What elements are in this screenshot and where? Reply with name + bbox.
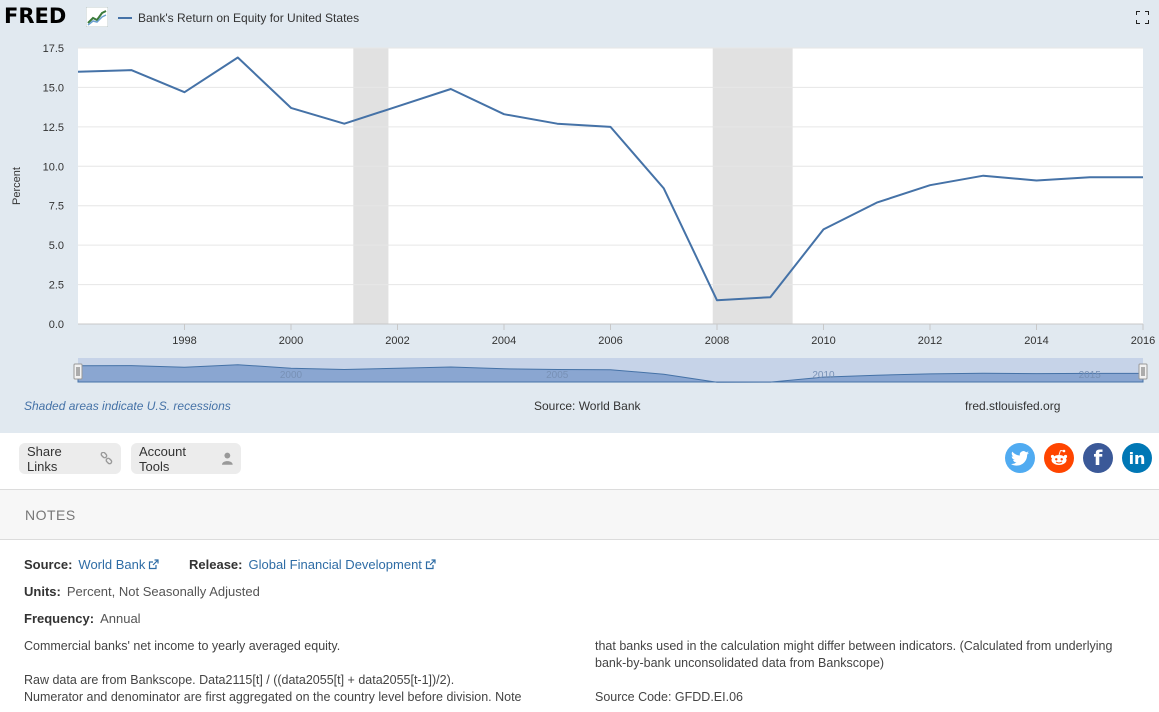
y-tick-label: 7.5 (49, 201, 64, 213)
source-code: Source Code: GFDD.EI.06 (595, 690, 743, 704)
reddit-alien-icon (1050, 449, 1068, 465)
x-tick-label: 2016 (1131, 335, 1155, 347)
data-point[interactable] (715, 298, 719, 302)
data-point[interactable] (289, 106, 293, 110)
x-tick-label: 1998 (172, 335, 196, 347)
navigator-label: 2015 (1079, 370, 1102, 381)
recession-note: Shaded areas indicate U.S. recessions (24, 399, 231, 413)
navigator-label: 2000 (280, 370, 303, 381)
navigator-area (77, 364, 1144, 383)
data-point[interactable] (236, 55, 240, 59)
graph-panel: FRED Bank's Return on Equity for United … (0, 0, 1159, 433)
series-title[interactable]: Bank's Return on Equity for United State… (138, 11, 360, 25)
data-point[interactable] (1035, 178, 1039, 182)
source-link[interactable]: World Bank (78, 557, 146, 572)
data-point[interactable] (875, 201, 879, 205)
data-point[interactable] (183, 90, 187, 94)
navigator-left-handle[interactable] (73, 363, 83, 380)
account-tools-label: Account Tools (139, 443, 186, 474)
y-tick-label: 15.0 (43, 82, 64, 94)
share-links-button[interactable]: Share Links (19, 443, 121, 474)
data-point[interactable] (396, 104, 400, 108)
units-label: Units: (24, 584, 61, 599)
data-point[interactable] (342, 122, 346, 126)
twitter-share-button[interactable] (1005, 443, 1035, 473)
release-link[interactable]: Global Financial Development (248, 557, 422, 572)
source-release-row: Source: World Bank Release: Global Financi… (24, 557, 436, 572)
y-axis-label: Percent (11, 167, 23, 205)
frequency-row: Frequency: Annual (24, 611, 141, 626)
linkedin-share-button[interactable]: in (1122, 443, 1152, 473)
data-point[interactable] (822, 227, 826, 231)
x-tick-label: 2004 (492, 335, 516, 347)
source-label: Source: (24, 557, 73, 572)
link-icon (100, 452, 113, 465)
notes-header: NOTES (0, 490, 1159, 540)
share-links-label: Share Links (27, 443, 62, 474)
y-tick-label: 0.0 (49, 319, 64, 331)
line-chart[interactable]: 0.0 2.5 5.0 7.5 10.0 12.5 15.0 17.5 1998 2000 2002… (0, 40, 1159, 355)
site-url: fred.stlouisfed.org (965, 399, 1061, 413)
x-tick-label: 2010 (811, 335, 835, 347)
data-point[interactable] (609, 125, 613, 129)
data-point[interactable] (1141, 175, 1145, 179)
frequency-value: Annual (100, 611, 141, 626)
recession-band (712, 48, 793, 324)
external-link-icon (425, 559, 436, 570)
x-tick-label: 2006 (598, 335, 622, 347)
account-tools-button[interactable]: Account Tools (131, 443, 241, 474)
units-value: Percent, Not Seasonally Adjusted (66, 584, 260, 599)
facebook-share-button[interactable]: f (1083, 443, 1113, 473)
external-link-icon (149, 559, 159, 570)
facebook-icon: f (1093, 446, 1103, 470)
y-tick-label: 17.5 (43, 43, 64, 55)
fred-logo[interactable]: FRED (4, 4, 67, 28)
data-point[interactable] (555, 122, 559, 126)
y-tick-label: 12.5 (43, 122, 64, 134)
range-navigator[interactable]: 2000 2005 2010 2015 (0, 355, 1159, 385)
x-tick-label: 2012 (918, 335, 942, 347)
data-point[interactable] (502, 112, 506, 116)
data-point[interactable] (981, 174, 985, 178)
frequency-label: Frequency: (24, 611, 95, 626)
plot-background (78, 48, 1143, 324)
navigator-label: 2005 (546, 370, 569, 381)
x-tick-label: 2000 (279, 335, 303, 347)
notes-description-2a: Raw data are from Bankscope. Data2115[t]… (24, 673, 455, 687)
data-point[interactable] (129, 68, 133, 72)
data-point[interactable] (662, 186, 666, 190)
linkedin-icon: in (1128, 448, 1146, 468)
twitter-bird-icon (1011, 450, 1029, 466)
data-point[interactable] (449, 87, 453, 91)
reddit-share-button[interactable] (1044, 443, 1074, 473)
notes-description-1: Commercial banks' net income to yearly a… (24, 639, 341, 653)
recession-band (353, 48, 389, 324)
units-row: Units: Percent, Not Seasonally Adjusted (24, 584, 260, 599)
y-tick-label: 2.5 (49, 280, 64, 292)
user-icon (222, 452, 233, 465)
notes-description-3: that banks used in the calculation might… (595, 639, 1113, 670)
chart-source-note: Source: World Bank (534, 399, 641, 413)
fred-logo-chart-icon (86, 7, 108, 27)
x-tick-label: 2014 (1024, 335, 1048, 347)
release-label: Release: (189, 557, 243, 572)
data-point[interactable] (76, 70, 80, 74)
navigator-right-handle[interactable] (1138, 363, 1148, 380)
x-tick-label: 2008 (705, 335, 729, 347)
y-tick-label: 5.0 (49, 240, 64, 252)
y-tick-label: 10.0 (43, 161, 64, 173)
section-divider (0, 489, 1159, 490)
notes-description-2b: Numerator and denominator are first aggr… (24, 690, 522, 704)
navigator-label: 2010 (812, 370, 835, 381)
data-point[interactable] (768, 295, 772, 299)
legend-swatch (118, 17, 132, 19)
fullscreen-icon[interactable] (1136, 11, 1149, 24)
notes-title: NOTES (25, 507, 76, 523)
data-point[interactable] (928, 183, 932, 187)
series-line[interactable] (77, 56, 1143, 302)
x-tick-label: 2002 (385, 335, 409, 347)
data-point[interactable] (1088, 175, 1092, 179)
